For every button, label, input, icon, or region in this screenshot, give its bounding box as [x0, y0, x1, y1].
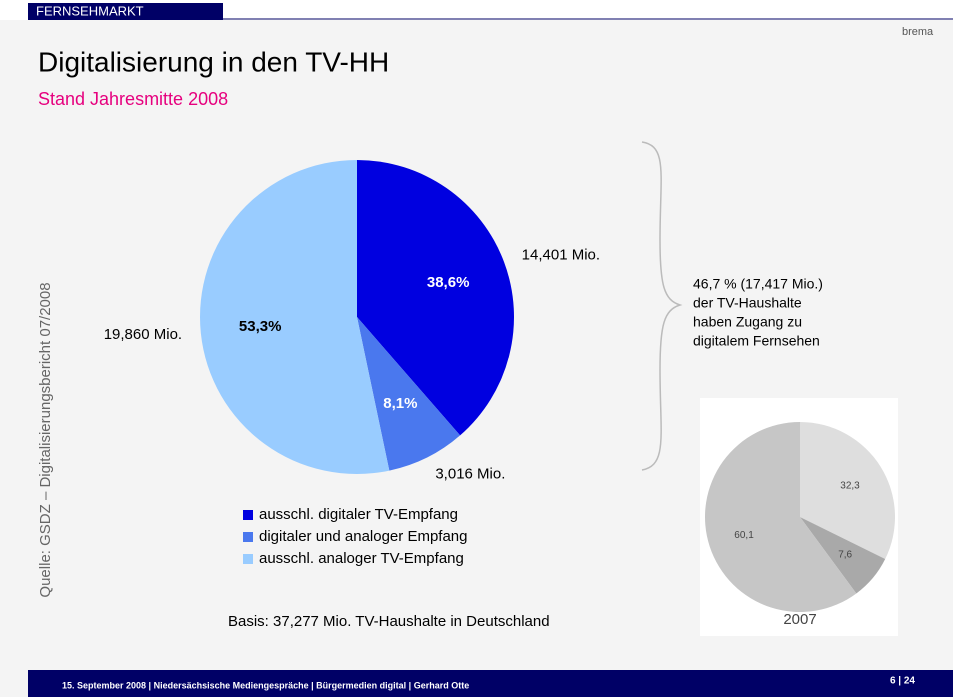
title: Digitalisierung in den TV-HH — [38, 46, 389, 77]
legend-swatch — [243, 554, 253, 564]
annotation-line: der TV-Haushalte — [693, 295, 802, 311]
top-strip — [0, 0, 953, 20]
footer-bar — [28, 670, 953, 697]
legend-label: ausschl. digitaler TV-Empfang — [259, 506, 458, 523]
source: Quelle: GSDZ – Digitalisierungsbericht 0… — [37, 282, 54, 597]
section-bar — [28, 3, 223, 20]
subtitle: Stand Jahresmitte 2008 — [38, 89, 228, 109]
page-number: 6 | 24 — [890, 676, 915, 687]
slice-label: 38,6% — [427, 274, 470, 291]
annotation-line: 46,7 % (17,417 Mio.) — [693, 276, 823, 292]
pie-slice — [705, 422, 857, 612]
pie-slice — [199, 160, 390, 474]
slice-label: 60,1 — [734, 530, 754, 541]
outer-label: 19,860 Mio. — [104, 326, 182, 343]
section: FERNSEHMARKT — [36, 3, 144, 18]
pie-slice — [800, 422, 896, 560]
pie-slice — [357, 160, 515, 436]
logo: brema — [902, 26, 934, 38]
legend-swatch — [243, 510, 253, 520]
footer-text: 15. September 2008 | Niedersächsische Me… — [62, 680, 469, 690]
brace — [641, 141, 683, 471]
annotation-line: haben Zugang zu — [693, 314, 802, 330]
legend-label: digitaler und analoger Empfang — [259, 528, 467, 545]
legend-label: ausschl. analoger TV-Empfang — [259, 550, 464, 567]
slice-label: 7,6 — [838, 549, 852, 560]
annotation-line: digitalem Fernsehen — [693, 333, 820, 349]
pie-slice — [357, 317, 461, 471]
pie-title: 2007 — [783, 611, 816, 628]
basis: Basis: 37,277 Mio. TV-Haushalte in Deuts… — [228, 613, 550, 630]
slice-label: 53,3% — [239, 318, 282, 335]
pie-slice — [800, 517, 886, 594]
legend-swatch — [243, 532, 253, 542]
outer-label: 3,016 Mio. — [435, 465, 505, 482]
slice-label: 8,1% — [383, 395, 417, 412]
slice-label: 32,3 — [840, 481, 860, 492]
outer-label: 14,401 Mio. — [522, 246, 600, 263]
